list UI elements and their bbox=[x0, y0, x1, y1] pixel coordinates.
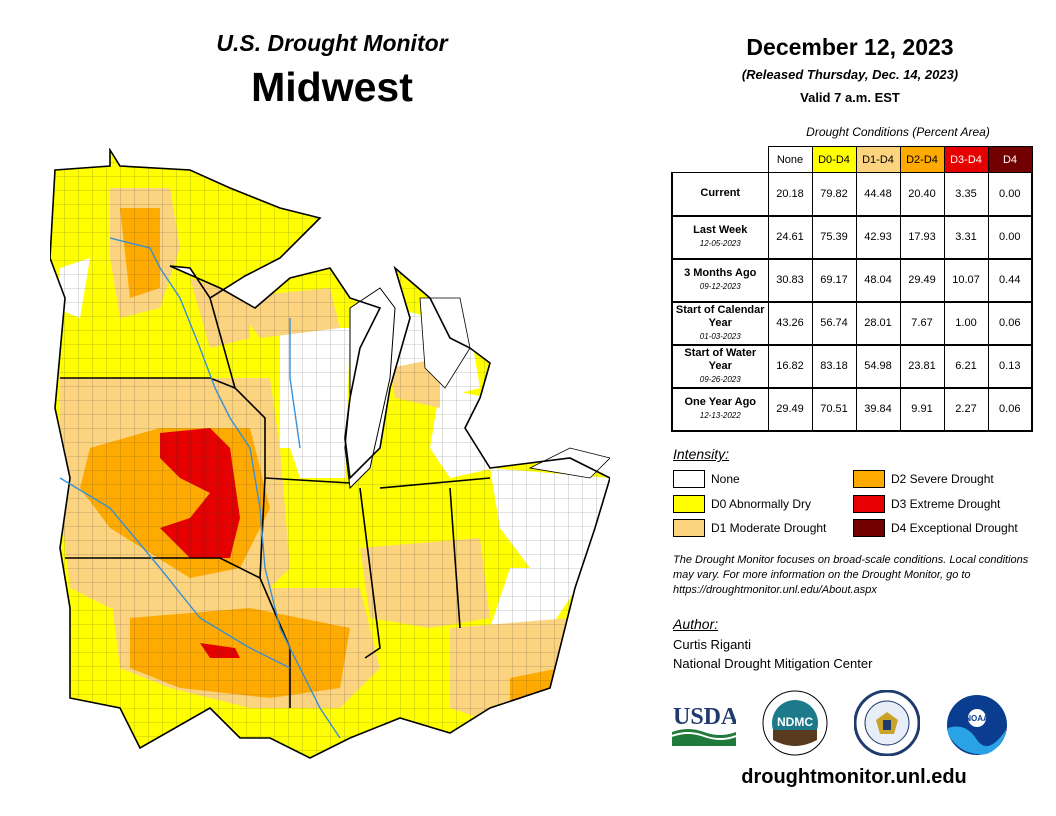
table-cell: 0.00 bbox=[987, 214, 1033, 259]
table-cell: 16.82 bbox=[767, 343, 813, 388]
state-borders bbox=[50, 148, 610, 759]
usda-logo: USDA bbox=[672, 704, 736, 746]
rivers bbox=[59, 237, 341, 739]
table-row: 3 Months Ago 09-12-2023 30.83 69.17 48.04… bbox=[671, 257, 1033, 302]
table-cell: 6.21 bbox=[943, 343, 989, 388]
table-cell: 75.39 bbox=[811, 214, 857, 259]
table-cell: 79.82 bbox=[811, 172, 857, 216]
legend-item-d0: D0 Abnormally Dry bbox=[673, 495, 811, 513]
legend-swatch bbox=[853, 495, 885, 513]
col-header-d1-d4: D1-D4 bbox=[855, 146, 901, 173]
table-cell: 42.93 bbox=[855, 214, 901, 259]
table-cell: 29.49 bbox=[899, 257, 945, 302]
table-cell: 23.81 bbox=[899, 343, 945, 388]
table-cell: 44.48 bbox=[855, 172, 901, 216]
table-cell: 17.93 bbox=[899, 214, 945, 259]
row-date: 12-13-2022 bbox=[699, 411, 741, 420]
table-cell: 83.18 bbox=[811, 343, 857, 388]
table-cell: 0.44 bbox=[987, 257, 1033, 302]
table-cell: 29.49 bbox=[767, 386, 813, 432]
table-caption: Drought Conditions (Percent Area) bbox=[806, 125, 990, 139]
row-label: Start of Calendar Year 01-03-2023 bbox=[671, 300, 769, 345]
noaa-logo-text: NOAA bbox=[965, 714, 989, 723]
row-label: Last Week 12-05-2023 bbox=[671, 214, 769, 259]
table-row: Start of Calendar Year 01-03-2023 43.26 5… bbox=[671, 300, 1033, 345]
table-cell: 1.00 bbox=[943, 300, 989, 345]
drought-conditions-table: None D0-D4 D1-D4 D2-D4 D3-D4 D4 Current … bbox=[671, 146, 1033, 432]
row-date: 09-26-2023 bbox=[699, 374, 741, 384]
author-heading: Author: bbox=[673, 616, 719, 632]
col-header-none: None bbox=[767, 146, 813, 173]
table-cell: 0.00 bbox=[987, 172, 1033, 216]
table-row: Start of Water Year 09-26-2023 16.82 83.1… bbox=[671, 343, 1033, 388]
legend-item-none: None bbox=[673, 470, 740, 488]
legend-item-d3: D3 Extreme Drought bbox=[853, 495, 1000, 513]
table-row: Current 20.18 79.82 44.48 20.40 3.35 0.0… bbox=[671, 172, 1033, 216]
drought-regions bbox=[50, 150, 610, 758]
legend-title: Intensity: bbox=[673, 446, 730, 462]
doc-seal-logo bbox=[854, 690, 920, 756]
ndmc-logo: NDMC bbox=[762, 690, 828, 756]
table-cell: 0.13 bbox=[987, 343, 1033, 388]
table-cell: 3.35 bbox=[943, 172, 989, 216]
author-name: Curtis Riganti bbox=[673, 637, 752, 652]
table-cell: 28.01 bbox=[855, 300, 901, 345]
table-cell: 0.06 bbox=[987, 386, 1033, 432]
table-cell: 69.17 bbox=[811, 257, 857, 302]
release-date: (Released Thursday, Dec. 14, 2023) bbox=[741, 67, 959, 82]
row-label: Start of Water Year 09-26-2023 bbox=[671, 343, 769, 388]
table-cell: 30.83 bbox=[767, 257, 813, 302]
legend-swatch bbox=[673, 470, 705, 488]
col-header-d2-d4: D2-D4 bbox=[899, 146, 945, 173]
noaa-logo: NOAA bbox=[947, 695, 1007, 755]
table-cell: 0.06 bbox=[987, 300, 1033, 345]
table-cell: 54.98 bbox=[855, 343, 901, 388]
table-cell: 24.61 bbox=[767, 214, 813, 259]
table-cell: 48.04 bbox=[855, 257, 901, 302]
region-title: Midwest bbox=[251, 64, 413, 110]
col-header-d0-d4: D0-D4 bbox=[811, 146, 857, 173]
ndmc-logo-text: NDMC bbox=[777, 715, 813, 729]
footer-url: droughtmonitor.unl.edu bbox=[741, 766, 967, 788]
legend-swatch bbox=[673, 519, 705, 537]
row-label: Current bbox=[671, 172, 769, 216]
legend-swatch bbox=[853, 519, 885, 537]
table-cell: 20.40 bbox=[899, 172, 945, 216]
table-row: One Year Ago 12-13-2022 29.49 70.51 39.84… bbox=[671, 386, 1033, 432]
legend-item-d4: D4 Exceptional Drought bbox=[853, 519, 1018, 537]
disclaimer-note: The Drought Monitor focuses on broad-sca… bbox=[673, 554, 1029, 596]
table-cell: 70.51 bbox=[811, 386, 857, 432]
table-cell: 39.84 bbox=[855, 386, 901, 432]
table-cell: 10.07 bbox=[943, 257, 989, 302]
usda-logo-text: USDA bbox=[673, 704, 736, 730]
table-row: Last Week 12-05-2023 24.61 75.39 42.93 17… bbox=[671, 214, 1033, 259]
table-cell: 56.74 bbox=[811, 300, 857, 345]
legend-item-d2: D2 Severe Drought bbox=[853, 470, 994, 488]
legend-swatch bbox=[853, 470, 885, 488]
table-cell: 3.31 bbox=[943, 214, 989, 259]
row-date: 01-03-2023 bbox=[699, 331, 741, 341]
legend-item-d1: D1 Moderate Drought bbox=[673, 519, 826, 537]
table-cell: 43.26 bbox=[767, 300, 813, 345]
col-header-d3-d4: D3-D4 bbox=[943, 146, 989, 173]
row-label: 3 Months Ago 09-12-2023 bbox=[671, 257, 769, 302]
drought-map bbox=[50, 148, 610, 759]
col-header-d4: D4 bbox=[987, 146, 1033, 173]
row-label: One Year Ago 12-13-2022 bbox=[671, 386, 769, 432]
table-cell: 20.18 bbox=[767, 172, 813, 216]
map-date: December 12, 2023 bbox=[746, 34, 954, 60]
author-org: National Drought Mitigation Center bbox=[673, 656, 873, 671]
table-cell: 7.67 bbox=[899, 300, 945, 345]
map-supertitle: U.S. Drought Monitor bbox=[216, 30, 448, 56]
table-cell: 2.27 bbox=[943, 386, 989, 432]
valid-time: Valid 7 a.m. EST bbox=[800, 90, 900, 105]
table-cell: 9.91 bbox=[899, 386, 945, 432]
row-date: 12-05-2023 bbox=[699, 239, 741, 248]
row-date: 09-12-2023 bbox=[699, 282, 741, 291]
legend-swatch bbox=[673, 495, 705, 513]
